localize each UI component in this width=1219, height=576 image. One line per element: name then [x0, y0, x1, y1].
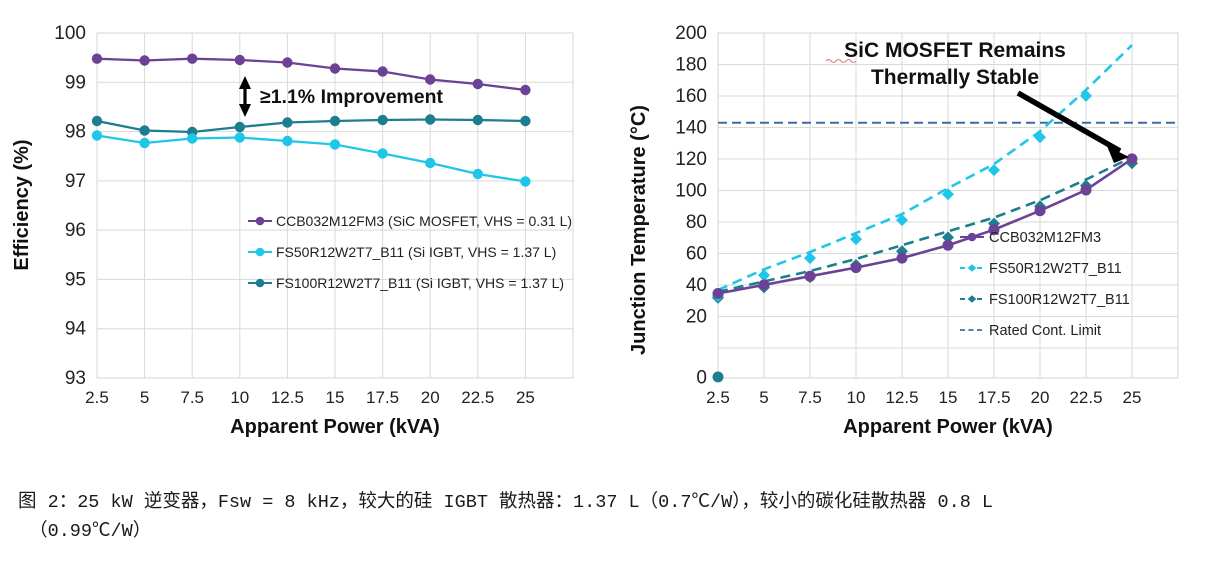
svg-text:FS100R12W2T7_B11 (Si IGBT, VHS: FS100R12W2T7_B11 (Si IGBT, VHS = 1.37 L) — [276, 275, 564, 291]
svg-text:94: 94 — [65, 319, 87, 340]
svg-text:2.5: 2.5 — [85, 388, 109, 407]
svg-text:7.5: 7.5 — [180, 388, 204, 407]
svg-text:5: 5 — [759, 388, 768, 407]
svg-text:Efficiency (%): Efficiency (%) — [11, 139, 33, 270]
svg-text:Junction Temperature (°C): Junction Temperature (°C) — [628, 105, 650, 355]
svg-text:12.5: 12.5 — [271, 388, 304, 407]
svg-text:15: 15 — [326, 388, 345, 407]
svg-text:17.5: 17.5 — [366, 388, 399, 407]
svg-text:7.5: 7.5 — [798, 388, 822, 407]
svg-text:98: 98 — [65, 122, 86, 143]
svg-text:Apparent Power (kVA): Apparent Power (kVA) — [843, 416, 1053, 438]
svg-text:22.5: 22.5 — [1069, 388, 1102, 407]
svg-text:80: 80 — [686, 212, 707, 233]
svg-text:Apparent Power (kVA): Apparent Power (kVA) — [230, 416, 440, 438]
svg-text:17.5: 17.5 — [977, 388, 1010, 407]
svg-text:15: 15 — [939, 388, 958, 407]
svg-text:100: 100 — [54, 23, 86, 44]
svg-text:97: 97 — [65, 171, 86, 192]
svg-text:FS50R12W2T7_B11 (Si IGBT, VHS: FS50R12W2T7_B11 (Si IGBT, VHS = 1.37 L) — [276, 244, 556, 260]
svg-text:Rated Cont. Limit: Rated Cont. Limit — [989, 323, 1101, 339]
svg-text:FS50R12W2T7_B11: FS50R12W2T7_B11 — [989, 261, 1122, 277]
svg-text:140: 140 — [675, 118, 707, 139]
svg-text:CCB032M12FM3: CCB032M12FM3 — [989, 230, 1101, 246]
svg-text:22.5: 22.5 — [461, 388, 494, 407]
svg-text:180: 180 — [675, 55, 707, 76]
svg-text:100: 100 — [675, 181, 707, 202]
svg-text:SiC MOSFET Remains: SiC MOSFET Remains — [844, 39, 1066, 62]
svg-text:120: 120 — [675, 149, 707, 170]
svg-text:5: 5 — [140, 388, 149, 407]
svg-text:160: 160 — [675, 86, 707, 107]
svg-text:20: 20 — [686, 307, 707, 328]
svg-text:95: 95 — [65, 269, 86, 290]
svg-text:25: 25 — [1123, 388, 1142, 407]
svg-text:12.5: 12.5 — [885, 388, 918, 407]
svg-text:10: 10 — [230, 388, 249, 407]
svg-text:0: 0 — [696, 368, 707, 389]
svg-text:2.5: 2.5 — [706, 388, 730, 407]
svg-text:40: 40 — [686, 275, 707, 296]
svg-text:99: 99 — [65, 72, 86, 93]
svg-text:200: 200 — [675, 23, 707, 44]
svg-text:93: 93 — [65, 368, 86, 389]
svg-text:96: 96 — [65, 220, 86, 241]
svg-text:60: 60 — [686, 244, 707, 265]
svg-text:Thermally Stable: Thermally Stable — [871, 66, 1039, 89]
svg-text:FS100R12W2T7_B11: FS100R12W2T7_B11 — [989, 292, 1130, 308]
svg-text:10: 10 — [847, 388, 866, 407]
svg-text:20: 20 — [421, 388, 440, 407]
svg-text:25: 25 — [516, 388, 535, 407]
svg-text:20: 20 — [1031, 388, 1050, 407]
svg-text:≥1.1% Improvement: ≥1.1% Improvement — [260, 86, 444, 108]
svg-text:CCB032M12FM3 (SiC MOSFET, VHS: CCB032M12FM3 (SiC MOSFET, VHS = 0.31 L) — [276, 213, 572, 229]
